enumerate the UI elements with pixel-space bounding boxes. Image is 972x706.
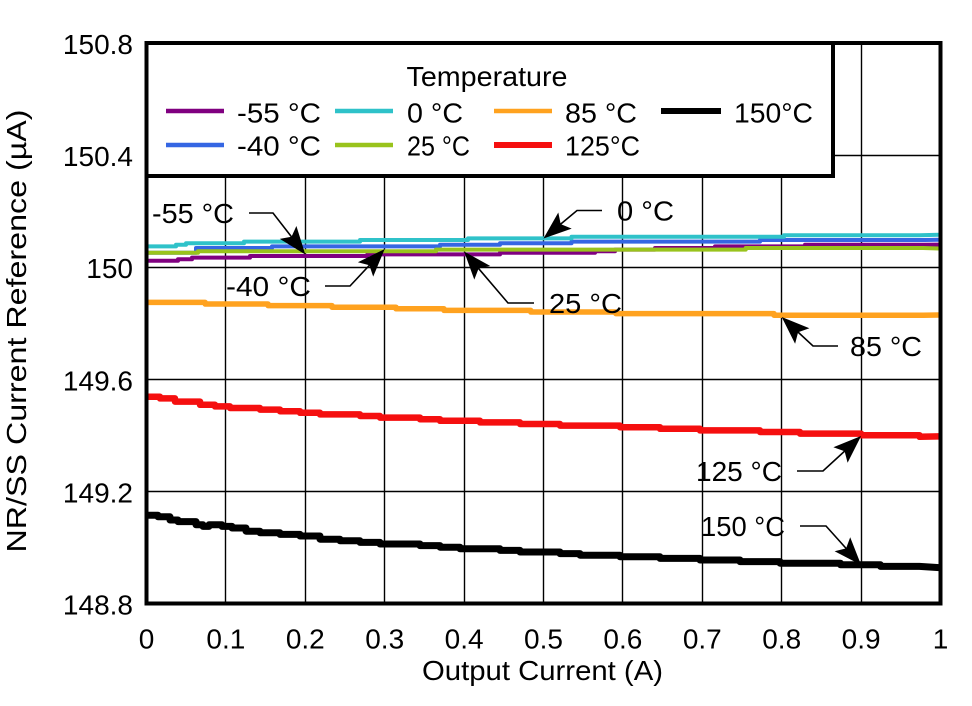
svg-text:Output Current (A): Output Current (A) bbox=[422, 655, 663, 686]
svg-text:150 °C: 150 °C bbox=[701, 511, 785, 542]
svg-text:125 °C: 125 °C bbox=[696, 456, 782, 487]
svg-text:0.4: 0.4 bbox=[445, 624, 484, 655]
svg-text:-40 °C: -40 °C bbox=[226, 271, 311, 302]
svg-text:0.6: 0.6 bbox=[603, 624, 642, 655]
svg-text:148.8: 148.8 bbox=[63, 590, 133, 621]
svg-text:150: 150 bbox=[86, 253, 133, 284]
svg-text:25 °C: 25 °C bbox=[407, 131, 470, 162]
svg-text:0.5: 0.5 bbox=[524, 624, 563, 655]
svg-text:0.2: 0.2 bbox=[286, 624, 325, 655]
svg-text:-55 °C: -55 °C bbox=[152, 198, 234, 229]
svg-text:NR/SS Current Reference (µA): NR/SS Current Reference (µA) bbox=[1, 110, 32, 553]
svg-text:0.3: 0.3 bbox=[365, 624, 404, 655]
svg-text:149.6: 149.6 bbox=[63, 365, 133, 396]
svg-text:0.9: 0.9 bbox=[842, 624, 881, 655]
svg-text:149.2: 149.2 bbox=[63, 477, 133, 508]
svg-text:150°C: 150°C bbox=[734, 98, 813, 129]
svg-text:85 °C: 85 °C bbox=[565, 98, 637, 129]
svg-text:85 °C: 85 °C bbox=[850, 331, 922, 362]
svg-text:0.1: 0.1 bbox=[206, 624, 245, 655]
svg-text:1: 1 bbox=[933, 624, 949, 655]
svg-text:0: 0 bbox=[139, 624, 155, 655]
svg-text:-40 °C: -40 °C bbox=[237, 131, 321, 162]
svg-text:25 °C: 25 °C bbox=[549, 288, 622, 319]
svg-text:Temperature: Temperature bbox=[407, 61, 568, 92]
svg-text:0.7: 0.7 bbox=[683, 624, 722, 655]
svg-text:125°C: 125°C bbox=[565, 131, 640, 162]
svg-text:150.8: 150.8 bbox=[63, 29, 133, 60]
svg-text:150.4: 150.4 bbox=[63, 141, 133, 172]
svg-text:0 °C: 0 °C bbox=[407, 98, 463, 129]
svg-text:0.8: 0.8 bbox=[762, 624, 801, 655]
svg-text:0 °C: 0 °C bbox=[617, 196, 674, 227]
svg-text:-55 °C: -55 °C bbox=[237, 98, 321, 129]
